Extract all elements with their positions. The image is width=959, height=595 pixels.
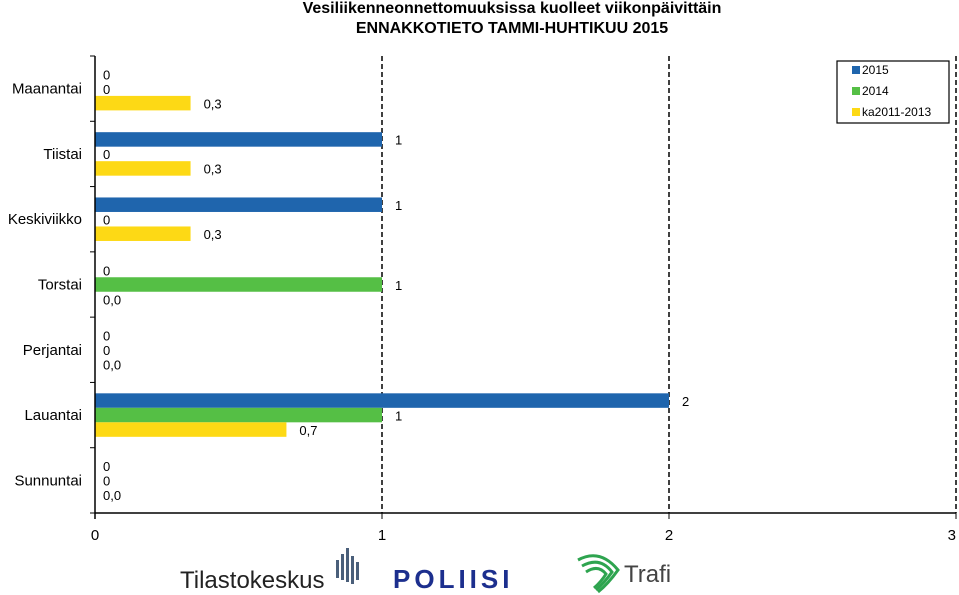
x-tick-label: 0 <box>91 527 99 540</box>
data-label: 2 <box>682 394 689 409</box>
legend-label: ka2011-2013 <box>862 105 931 119</box>
category-label: Torstai <box>38 277 82 294</box>
chart-title: Vesiliikenneonnettomuuksissa kuolleet vi… <box>303 0 722 17</box>
x-tick-label: 3 <box>948 527 956 540</box>
data-label: 0 <box>103 459 110 474</box>
bar <box>95 226 191 241</box>
bar <box>95 277 382 292</box>
category-label: Lauantai <box>24 407 82 424</box>
data-label: 0,3 <box>204 96 222 111</box>
x-tick-label: 1 <box>378 527 386 540</box>
data-label: 0 <box>103 263 110 278</box>
data-label: 0 <box>103 67 110 82</box>
bar <box>95 132 382 147</box>
category-label: Perjantai <box>23 342 82 359</box>
category-label: Maanantai <box>12 81 82 98</box>
bar <box>95 407 382 423</box>
legend-label: 2015 <box>862 63 889 77</box>
category-label: Tiistai <box>43 146 82 163</box>
tilastokeskus-logo: Tilastokeskus <box>180 548 359 594</box>
data-label: 1 <box>395 278 402 293</box>
category-label: Sunnuntai <box>14 472 82 489</box>
data-label: 0,3 <box>204 162 222 177</box>
bar <box>95 393 669 408</box>
data-label: 0 <box>103 343 110 358</box>
legend: 2015 2014 ka2011-2013 <box>836 60 950 124</box>
legend-label: 2014 <box>862 84 889 98</box>
data-label: 0 <box>103 329 110 344</box>
bar <box>95 95 191 111</box>
data-label: 0,3 <box>204 227 222 242</box>
data-label: 1 <box>395 133 402 148</box>
legend-swatch <box>852 66 860 74</box>
data-label: 0,0 <box>103 292 121 307</box>
poliisi-logo: POLIISI <box>393 564 513 594</box>
data-label: 0 <box>103 82 110 97</box>
trafi-logo-text: Trafi <box>624 561 671 588</box>
bar <box>95 161 191 176</box>
data-label: 1 <box>395 408 402 423</box>
tilastokeskus-logo-text: Tilastokeskus <box>180 567 325 594</box>
poliisi-logo-text: POLIISI <box>393 564 513 594</box>
trafi-logo: Trafi <box>577 554 671 594</box>
legend-swatch <box>852 108 860 116</box>
bar <box>95 422 287 437</box>
data-label: 0 <box>103 147 110 162</box>
data-label: 0 <box>103 474 110 489</box>
bar <box>95 197 382 212</box>
chart-subtitle: ENNAKKOTIETO TAMMI-HUHTIKUU 2015 <box>356 20 668 37</box>
x-tick-label: 2 <box>665 527 673 540</box>
data-label: 0,0 <box>103 488 121 503</box>
data-label: 0 <box>103 212 110 227</box>
data-label: 1 <box>395 198 402 213</box>
legend-swatch <box>852 87 860 95</box>
category-label: Keskiviikko <box>8 211 82 228</box>
data-label: 0,0 <box>103 358 121 373</box>
logo-strip: Tilastokeskus POLIISI Trafi <box>180 548 671 594</box>
chart: Vesiliikenneonnettomuuksissa kuolleet vi… <box>8 0 957 540</box>
data-label: 0,7 <box>299 423 317 438</box>
